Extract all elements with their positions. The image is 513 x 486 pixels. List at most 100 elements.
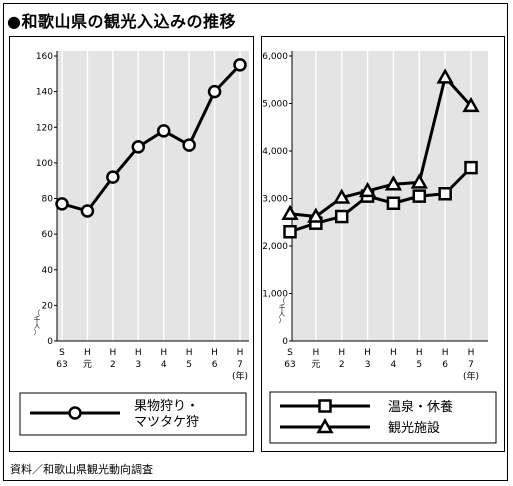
data-point bbox=[106, 170, 120, 184]
x-tick-label: H bbox=[109, 348, 116, 358]
data-point bbox=[156, 124, 171, 138]
y-unit-char: （ bbox=[279, 297, 286, 305]
data-point bbox=[412, 189, 427, 203]
x-tick-label: H bbox=[135, 348, 142, 358]
y-tick-label: 140 bbox=[36, 88, 53, 98]
y-tick-label: 3,000 bbox=[262, 195, 288, 205]
y-tick-label: 20 bbox=[42, 301, 54, 311]
y-tick-label: 100 bbox=[36, 159, 53, 169]
y-tick-label: 0 bbox=[47, 337, 53, 347]
y-unit-char: ） bbox=[279, 317, 286, 325]
x-tick-label: H bbox=[338, 348, 345, 358]
x-tick-label: 3 bbox=[135, 360, 141, 370]
x-tick-label: 7 bbox=[237, 360, 243, 370]
source-note: 資料／和歌山県観光動向調査 bbox=[10, 463, 153, 476]
left-chart-panel: 0 20 40 60 80 100 120 140 160 （千人） S 63 H 元 H 2 H 3 H 4 H 5 H 6… bbox=[9, 36, 254, 452]
data-point bbox=[80, 204, 95, 218]
data-point bbox=[334, 209, 349, 224]
x-tick-label: 4 bbox=[161, 360, 167, 370]
data-point bbox=[410, 173, 428, 189]
x-unit-label: (年) bbox=[232, 370, 248, 382]
legend-box bbox=[269, 391, 497, 444]
legend: 果物狩り・マツタケ狩 bbox=[19, 392, 247, 436]
y-unit-char: 千 bbox=[34, 315, 41, 324]
data-point bbox=[333, 188, 351, 204]
data-point bbox=[283, 225, 297, 239]
data-point bbox=[386, 196, 401, 210]
plot-area bbox=[57, 51, 249, 341]
x-tick-label: 5 bbox=[186, 360, 192, 370]
x-tick-label: 5 bbox=[416, 360, 422, 370]
data-point bbox=[233, 58, 247, 72]
figure-frame bbox=[3, 3, 508, 481]
legend-label: マツタケ狩 bbox=[134, 415, 199, 430]
series-triangle bbox=[281, 68, 480, 223]
x-tick-label: H bbox=[237, 348, 244, 358]
x-tick-label: 63 bbox=[284, 360, 295, 370]
chart-title: ●和歌山県の観光入込みの推移 bbox=[7, 12, 236, 31]
x-tick-label: 6 bbox=[442, 360, 448, 370]
left-chart-svg: 020406080100120140160（千人）S63H元H2H3H4H5H6… bbox=[19, 51, 249, 436]
x-tick-label: 元 bbox=[311, 360, 320, 370]
legend-label: 温泉・休養 bbox=[388, 399, 453, 415]
y-tick-label: 60 bbox=[42, 230, 54, 240]
data-point bbox=[182, 138, 196, 152]
x-tick-label: S bbox=[59, 348, 65, 358]
y-tick-label: 120 bbox=[36, 123, 53, 133]
x-tick-label: 2 bbox=[110, 360, 116, 370]
data-point bbox=[55, 197, 69, 211]
y-tick-label: 160 bbox=[36, 52, 53, 62]
x-tick-label: H bbox=[160, 348, 167, 358]
data-point bbox=[438, 187, 452, 201]
y-unit-char: （ bbox=[34, 309, 41, 317]
x-tick-label: H bbox=[211, 348, 218, 358]
y-tick-label: 2,000 bbox=[262, 242, 288, 252]
y-tick-label: 1,000 bbox=[262, 290, 288, 300]
x-tick-label: H bbox=[312, 348, 319, 358]
x-tick-label: 3 bbox=[365, 360, 371, 370]
x-tick-label: S bbox=[287, 348, 293, 358]
legend-marker bbox=[318, 399, 332, 413]
series-line bbox=[289, 75, 473, 219]
y-tick-label: 0 bbox=[282, 337, 288, 347]
y-tick-label: 5,000 bbox=[262, 100, 288, 110]
y-tick-label: 4,000 bbox=[262, 147, 288, 157]
data-point bbox=[384, 175, 403, 191]
x-tick-label: H bbox=[84, 348, 91, 358]
x-tick-label: 4 bbox=[391, 360, 397, 370]
x-tick-label: 元 bbox=[83, 360, 92, 370]
y-unit-char: 人 bbox=[34, 322, 41, 330]
data-point bbox=[281, 204, 299, 220]
data-point bbox=[436, 68, 454, 84]
legend-marker bbox=[316, 417, 334, 434]
x-tick-label: 7 bbox=[468, 360, 474, 370]
legend-label: 果物狩り・ bbox=[134, 399, 199, 414]
legend-label: 観光施設 bbox=[388, 420, 440, 436]
y-unit-char: 千 bbox=[279, 303, 286, 312]
series-line bbox=[61, 63, 242, 213]
y-tick-label: 80 bbox=[42, 195, 54, 205]
y-tick-label: 6,000 bbox=[262, 52, 288, 62]
data-point bbox=[307, 207, 325, 223]
series-circle bbox=[55, 58, 247, 218]
y-unit-label: （千人） bbox=[279, 297, 286, 325]
x-tick-label: 63 bbox=[56, 360, 67, 370]
y-unit-char: ） bbox=[34, 329, 41, 337]
x-tick-label: 2 bbox=[339, 360, 345, 370]
x-tick-label: H bbox=[186, 348, 193, 358]
right-chart-svg: 01,0002,0003,0004,0005,0006,000（千人）S63H元… bbox=[262, 51, 497, 444]
x-unit-label: (年) bbox=[463, 370, 479, 382]
x-tick-label: H bbox=[442, 348, 449, 358]
x-tick-label: H bbox=[390, 348, 397, 358]
data-point bbox=[464, 160, 478, 175]
x-tick-label: H bbox=[364, 348, 371, 358]
data-point bbox=[207, 84, 222, 99]
y-tick-label: 40 bbox=[42, 266, 54, 276]
data-point bbox=[358, 181, 377, 198]
data-point bbox=[131, 140, 146, 154]
x-tick-label: 6 bbox=[212, 360, 218, 370]
x-tick-label: H bbox=[416, 348, 423, 358]
legend-marker bbox=[68, 406, 82, 420]
x-tick-label: H bbox=[468, 348, 475, 358]
